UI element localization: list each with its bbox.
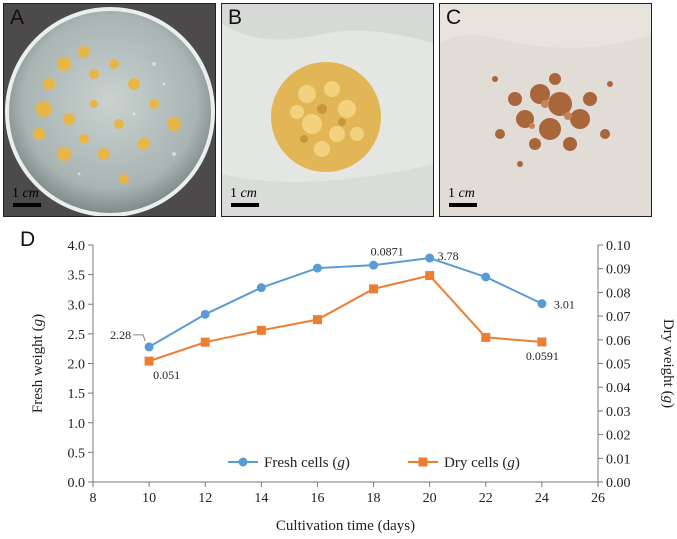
data-label: 3.01 [554,298,575,312]
data-point [200,337,210,347]
x-tick-label: 12 [198,491,212,506]
data-point [369,284,379,294]
photo-panel-b: B 1 cm [221,3,434,217]
x-tick-label: 10 [142,491,156,506]
scale-bar-c [449,203,477,207]
y-left-tick-label: 4.0 [68,239,86,254]
y-left-tick-label: 0.0 [68,476,86,491]
y-right-tick-label: 0.00 [606,476,631,491]
x-tick-label: 20 [423,491,437,506]
scale-bar-a [13,203,41,207]
series-line-0 [148,257,543,348]
y-right-tick-label: 0.07 [606,310,631,325]
scale-unit-a: cm [22,186,39,201]
y-right-tick-label: 0.08 [606,286,631,301]
scale-unit-b: cm [240,186,257,201]
panel-label-c: C [446,6,462,29]
petri-dish-photo [4,4,215,216]
y-right-tick-label: 0.04 [606,381,631,396]
x-tick-label: 22 [479,491,493,506]
data-point [537,337,547,347]
data-point [481,332,491,342]
x-tick-label: 18 [367,491,381,506]
panel-label-a: A [10,6,25,29]
scale-bar-b [231,203,259,207]
data-point [256,283,266,293]
data-point [256,325,266,335]
scale-text-a: 1 cm [12,186,39,202]
legend-marker-0 [238,457,248,467]
scale-value-c: 1 [448,186,455,201]
y-right-tick-label: 0.03 [606,405,631,420]
scale-unit-c: cm [458,186,475,201]
legend-label-0: Fresh cells (g) [264,455,350,471]
data-label: 3.78 [438,249,459,263]
y-right-tick-label: 0.05 [606,358,631,373]
data-point [312,263,322,273]
y-left-tick-label: 0.5 [68,446,86,461]
x-tick-label: 14 [254,491,268,506]
y-axis-title-left: Fresh weight (g) [30,314,46,413]
scale-value-b: 1 [230,186,237,201]
scale-text-c: 1 cm [448,186,475,202]
y-right-tick-label: 0.09 [606,263,631,278]
x-axis-title: Cultivation time (days) [276,518,415,534]
data-point [312,315,322,325]
data-point [200,309,210,319]
y-right-tick-label: 0.10 [606,239,631,254]
panel-label-d: D [20,228,36,251]
legend-label-1: Dry cells (g) [444,455,520,471]
data-label: 2.28 [110,328,131,342]
x-tick-label: 16 [310,491,324,506]
x-tick-label: 24 [535,491,549,506]
y-right-tick-label: 0.02 [606,429,631,444]
growth-chart: 8 10 12 14 16 18 20 22 24 26 0.0 0.5 1.0 1.5 2.0 2.5 3.0… [30,239,676,534]
data-point [369,260,379,270]
y-axis-title-right: Dry weight (g) [660,319,676,408]
data-point [144,342,154,352]
photo-panel-c: C 1 cm [439,3,652,217]
data-point [425,271,435,281]
y-left-tick-label: 3.5 [68,269,86,284]
y-right-tick-label: 0.06 [606,334,631,349]
data-label: 0.051 [153,368,180,382]
scale-text-b: 1 cm [230,186,257,202]
y-left-tick-label: 2.5 [68,328,86,343]
data-label: 0.0591 [526,349,559,363]
panel-label-b: B [228,6,243,29]
fresh-callus-photo [222,4,433,216]
y-left-tick-label: 3.0 [68,298,86,313]
data-point [425,253,435,263]
data-point [481,272,491,282]
x-tick-label: 26 [591,491,605,506]
y-left-tick-label: 1.5 [68,387,86,402]
dry-callus-photo [440,4,651,216]
x-tick-label: 8 [90,491,97,506]
y-left-tick-label: 2.0 [68,358,86,373]
scale-value-a: 1 [12,186,19,201]
label-leader-line [133,334,146,342]
data-point [144,356,154,366]
legend-marker-1 [418,457,428,467]
photo-panel-a: A 1 cm [3,3,216,217]
y-left-tick-label: 1.0 [68,417,86,432]
series-line-1 [148,274,542,363]
data-point [537,299,547,309]
y-right-tick-label: 0.01 [606,452,631,467]
data-label: 0.0871 [371,245,404,259]
